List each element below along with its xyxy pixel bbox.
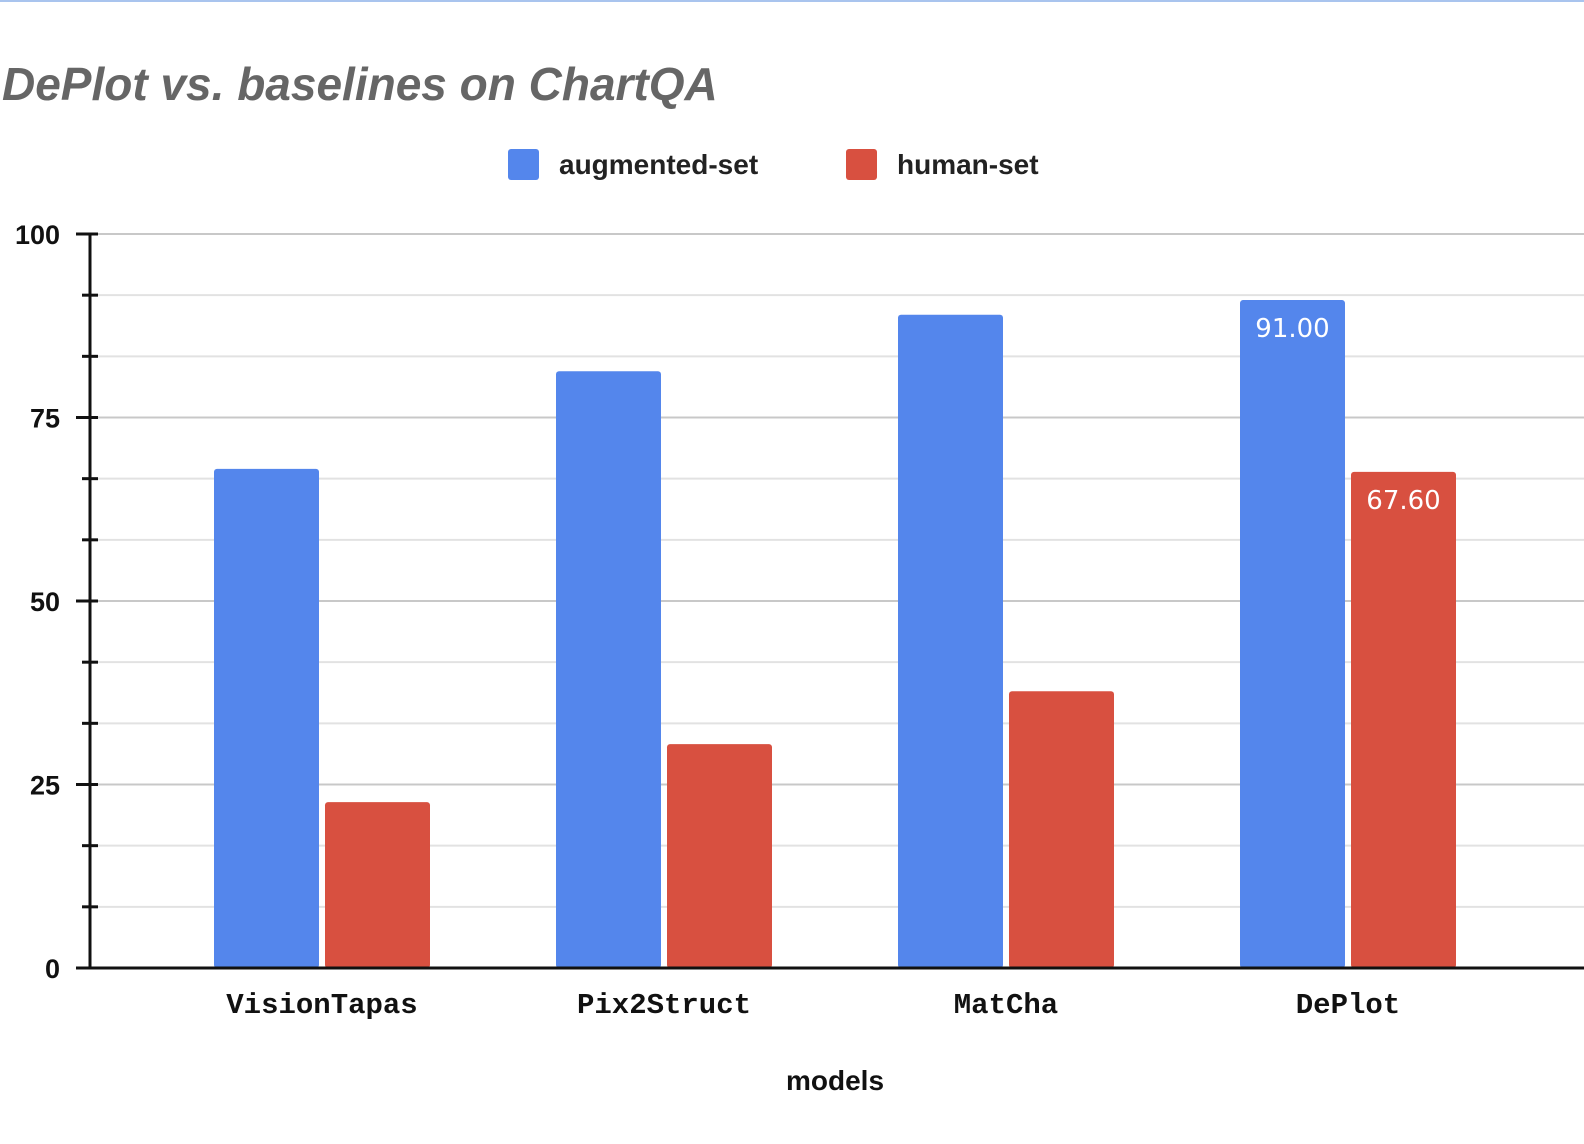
data-label: 67.60	[1366, 486, 1440, 516]
data-label: 91.00	[1255, 314, 1329, 344]
legend-label: human-set	[897, 149, 1039, 180]
legend-swatch-human-set	[846, 149, 877, 180]
bar-human-set-Pix2Struct	[667, 744, 772, 968]
x-axis-label: models	[786, 1065, 884, 1096]
x-tick-label: Pix2Struct	[577, 989, 751, 1022]
axes: 0 25 50 75 100 VisionTapas Pix2Struct MatCha DeP…	[15, 220, 1584, 1022]
bar-augmented-set-DePlot	[1240, 300, 1345, 968]
bar-augmented-set-VisionTapas	[214, 468, 319, 968]
legend: augmented-set human-set	[508, 149, 1039, 180]
x-tick-label: MatCha	[954, 989, 1058, 1022]
x-tick-label: DePlot	[1296, 989, 1400, 1022]
x-tick-label: VisionTapas	[226, 989, 417, 1022]
legend-swatch-augmented-set	[508, 149, 539, 180]
y-tick-label: 0	[45, 954, 60, 984]
y-tick-label: 25	[30, 771, 60, 801]
y-tick-label: 50	[30, 587, 60, 617]
chart-title: DePlot vs. baselines on ChartQA	[2, 58, 718, 110]
bar-human-set-VisionTapas	[325, 802, 430, 968]
legend-label: augmented-set	[559, 149, 758, 180]
bar-augmented-set-Pix2Struct	[556, 371, 661, 968]
bar-human-set-DePlot	[1351, 471, 1456, 968]
bar-human-set-MatCha	[1009, 691, 1114, 968]
y-tick-label: 100	[15, 220, 60, 250]
bar-augmented-set-MatCha	[898, 314, 1003, 968]
y-tick-label: 75	[30, 404, 60, 434]
bars: 91.00 67.60	[214, 300, 1456, 968]
